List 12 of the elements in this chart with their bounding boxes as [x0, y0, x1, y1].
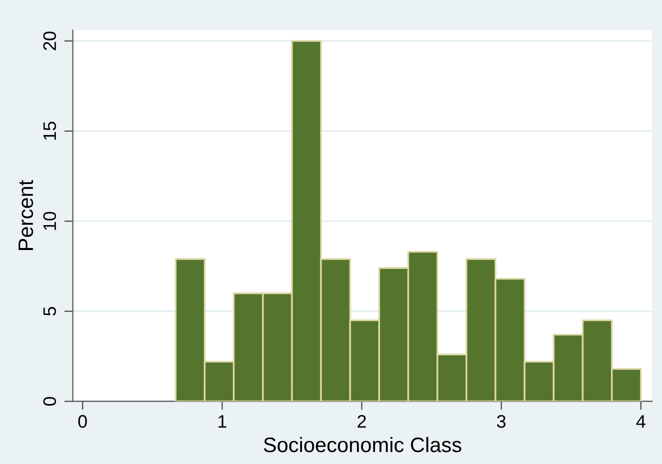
y-tick-label: 10 [43, 212, 56, 230]
x-tick-label: 0 [78, 415, 87, 428]
y-tick-label: 20 [43, 32, 56, 50]
x-axis-title: Socioeconomic Class [264, 436, 462, 452]
y-tick-label: 15 [43, 122, 56, 140]
x-tick-label: 2 [358, 415, 366, 428]
x-tick-label: 3 [496, 415, 506, 428]
y-tick-label: 0 [43, 397, 56, 406]
x-tick-label: 1 [218, 415, 226, 428]
y-tick-label: 5 [43, 307, 56, 316]
y-axis-title: Percent [18, 180, 34, 250]
x-tick-label: 4 [636, 415, 646, 428]
